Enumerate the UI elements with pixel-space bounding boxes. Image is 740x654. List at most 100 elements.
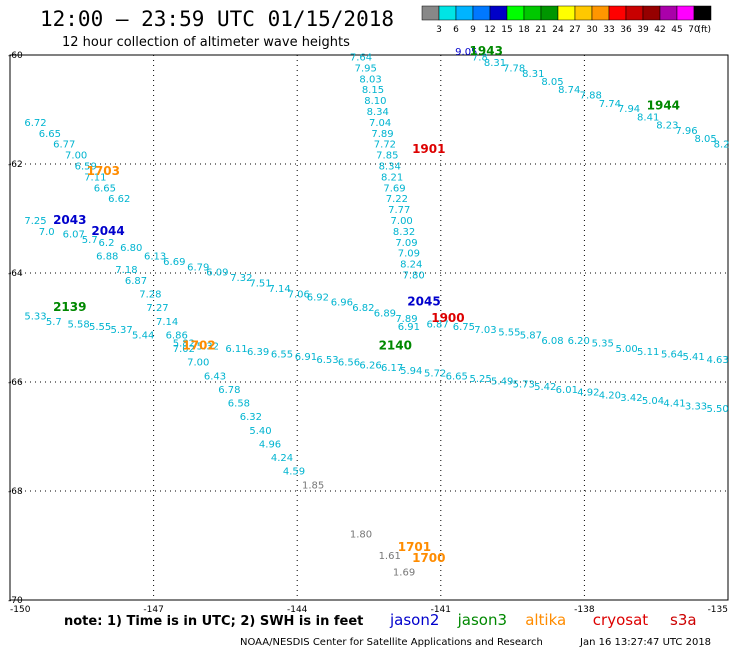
wave-height-value: 7.14 [268,284,290,295]
wave-height-value: 7.11 [84,172,106,183]
wave-height-value: 6.65 [39,129,61,140]
satellite-legend: jason2 jason3 altika cryosat s3a [389,611,697,629]
wave-height-value: 7.25 [24,216,46,227]
wave-height-value: 6.32 [240,412,262,423]
colorbar-swatch [489,5,508,21]
colorbar-swatch [574,5,593,21]
wave-height-value: 8.34 [379,161,401,172]
time-label: 1943 [470,44,503,58]
wave-height-value: 3.33 [685,401,707,412]
wave-height-value: 6.65 [446,371,468,382]
wave-height-value: 5.72 [424,369,446,380]
lon-label: -147 [143,605,163,615]
wave-height-value: 6.13 [144,251,166,262]
lon-label: -144 [287,605,308,615]
wave-height-value: 5.35 [592,339,614,350]
wave-height-value: 5.11 [637,347,659,358]
footer-timestamp: Jan 16 13:27:47 UTC 2018 [579,637,711,648]
wave-height-value: 7.80 [403,270,425,281]
wave-height-value: 6.79 [187,262,209,273]
colorbar-label: 15 [501,25,512,35]
wave-height-value: 6.87 [125,276,147,287]
wave-height-value: 6.39 [247,347,269,358]
colorbar-label: 9 [470,25,476,35]
wave-height-value: 5.7 [46,317,62,328]
wave-height-value: 7.0 [39,227,55,238]
wave-height-value: 7.72 [374,140,396,151]
legend-item-altika: altika [525,611,566,629]
map-frame [9,54,729,601]
wave-height-value: 7.64 [350,52,372,63]
wave-height-value: 8.23 [656,121,678,132]
wave-height-value: 6.55 [271,349,293,360]
colorbar-label: 27 [569,25,580,35]
wave-height-value: 5.33 [24,311,46,322]
wave-height-value: 5.40 [249,426,271,437]
wave-height-value: 5.82 [173,339,195,350]
wave-height-value: 6.09 [206,268,228,279]
colorbar-swatch [591,5,610,21]
time-label: 1703 [87,164,120,178]
wave-height-values: 9.057.647.958.038.158.108.347.047.897.72… [24,47,729,578]
wave-height-value: 8.31 [484,58,506,69]
colorbar-swatch [438,5,457,21]
legend-item-s3a: s3a [670,611,697,629]
wave-height-value: 4.59 [283,467,305,478]
wave-height-value: 6.07 [63,230,85,241]
wave-height-value: 8.74 [558,85,580,96]
wave-height-value: 6.72 [24,118,46,129]
wave-height-value: 8.21 [381,172,403,183]
colorbar-swatch [523,5,542,21]
wave-height-value: 6.82 [352,303,374,314]
wave-height-value: 8.2 [714,140,730,151]
wave-height-value: 1.80 [350,529,372,540]
wave-height-value: 6.08 [541,336,563,347]
wave-height-value: 4.20 [599,390,621,401]
wave-height-value: 6.01 [556,385,578,396]
colorbar-label: 12 [484,25,495,35]
wave-height-value: 7.85 [376,151,398,162]
wave-height-value: 7.96 [675,126,697,137]
wave-height-value: 4.92 [577,388,599,399]
page-subtitle: 12 hour collection of altimeter wave hei… [62,35,350,50]
lat-label: -68 [8,487,23,497]
wave-height-value: 6.56 [338,358,360,369]
lat-label: -70 [8,596,23,606]
colorbar-swatch [625,5,644,21]
colorbar-swatch [421,5,440,21]
wave-height-value: 6.58 [228,399,250,410]
wave-height-value: 6.62 [108,194,130,205]
colorbar-swatch [693,5,712,21]
wave-height-value: 6.59 [75,161,97,172]
colorbar-label: 21 [535,25,546,35]
wave-height-value: 6.17 [381,363,403,374]
wave-height-value: 6.87 [426,320,448,331]
wave-height-value: 6.78 [218,385,240,396]
lat-label: -66 [8,378,23,388]
wave-height-value: 7.00 [187,358,209,369]
wave-height-value: 6.69 [163,257,185,268]
colorbar-swatch [506,5,525,21]
lon-label: -141 [431,605,451,615]
wave-height-value: 8.31 [522,69,544,80]
wave-height-value: 7.94 [618,104,640,115]
colorbar-unit: (ft) [697,25,711,35]
lat-label: -60 [8,51,23,61]
lon-label: -138 [574,605,595,615]
page-title: 12:00 – 23:59 UTC 01/15/2018 [40,7,394,31]
wave-height-value: 4.41 [663,399,685,410]
wave-height-value: 5.44 [132,330,154,341]
wave-height-value: 5.37 [111,325,133,336]
colorbar-label: 3 [436,25,442,35]
wave-height-value: 4.24 [271,453,293,464]
time-label: 2043 [53,213,86,227]
wave-height-value: 1.85 [302,480,324,491]
colorbar-swatch [676,5,695,21]
wave-height-value: 6.86 [166,330,188,341]
axis-labels: -60 -62 -64 -66 -68 -70-150 -147 -144 -141 -138 -1… [8,51,728,615]
time-label: 1701 [398,540,431,554]
colorbar-label: 42 [654,25,665,35]
wave-height-value: 6.91 [398,322,420,333]
color-scale: 3 6 9 12 15 18 21 24 27 30 33 36 39 42 45 70(ft) [421,5,712,35]
